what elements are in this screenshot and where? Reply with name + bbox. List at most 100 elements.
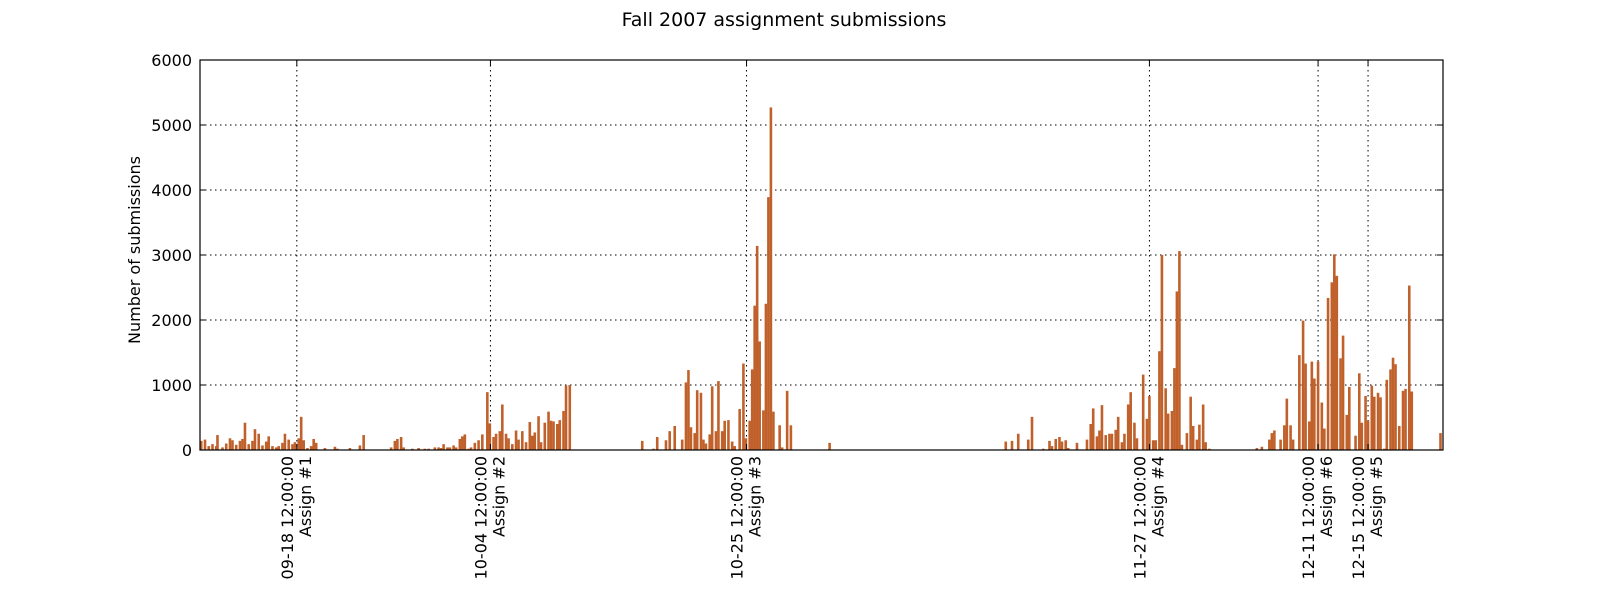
bar — [1333, 254, 1336, 450]
bar — [314, 442, 318, 450]
bar — [1180, 444, 1184, 450]
bar — [452, 445, 455, 450]
bar — [1141, 374, 1145, 450]
bar — [264, 441, 268, 450]
bar — [680, 439, 684, 450]
bar — [211, 444, 214, 450]
bar — [494, 433, 498, 450]
bar — [549, 420, 553, 450]
bar — [467, 448, 470, 450]
bar — [668, 431, 672, 450]
bar — [1298, 355, 1301, 450]
bar — [753, 305, 756, 450]
bar — [730, 441, 734, 450]
bar — [1016, 433, 1020, 450]
bar — [1048, 440, 1051, 450]
bar — [234, 444, 238, 450]
bar — [486, 392, 489, 450]
x-tick-date: 10-25 12:00:00 — [728, 456, 747, 579]
bar — [336, 448, 339, 450]
bar — [251, 440, 254, 450]
bar — [750, 369, 754, 450]
bar — [1060, 441, 1064, 450]
bar — [1110, 433, 1114, 450]
grid — [200, 60, 1443, 450]
bar — [1439, 433, 1442, 450]
bar — [543, 422, 547, 450]
x-tick-assignment: Assign #1 — [296, 456, 315, 537]
bar — [231, 440, 234, 450]
bar — [555, 424, 559, 450]
bar — [348, 448, 352, 450]
bar — [492, 437, 495, 450]
bar — [433, 447, 437, 450]
bar — [396, 438, 399, 450]
bar — [299, 416, 303, 450]
bar — [291, 444, 294, 450]
bar — [1326, 297, 1330, 450]
bar — [693, 433, 697, 450]
plot-area-frame — [199, 59, 1444, 451]
bar — [764, 303, 768, 450]
bar — [261, 445, 264, 450]
bar — [1089, 424, 1093, 450]
bar — [708, 434, 711, 450]
bar — [778, 425, 781, 450]
bar — [1354, 435, 1357, 450]
bar — [1173, 368, 1176, 450]
bar — [1010, 440, 1014, 450]
bar — [417, 448, 420, 450]
bar — [1135, 438, 1139, 450]
bar — [1358, 373, 1361, 450]
bar — [733, 446, 736, 450]
bar — [389, 447, 393, 450]
bar — [748, 420, 751, 450]
bar — [1407, 285, 1411, 450]
bar — [224, 443, 228, 450]
bar — [306, 448, 309, 450]
bar — [228, 438, 232, 450]
bar — [402, 447, 405, 450]
bar — [481, 434, 484, 450]
bar — [427, 448, 430, 450]
bar — [504, 433, 508, 450]
bar — [537, 416, 540, 450]
bar — [1308, 421, 1311, 450]
bar — [655, 437, 659, 450]
bar — [501, 404, 504, 450]
bar — [297, 438, 300, 450]
bar — [687, 370, 690, 450]
bar — [1004, 441, 1008, 450]
bar — [511, 444, 514, 450]
bar — [695, 390, 699, 450]
bar — [1391, 357, 1395, 450]
bar — [1195, 439, 1199, 450]
bar — [1255, 448, 1259, 450]
bar — [1175, 291, 1179, 450]
bar — [524, 442, 528, 450]
bar — [1401, 390, 1405, 450]
x-tick-date: 09-18 12:00:00 — [278, 456, 297, 579]
x-tick-date: 10-04 12:00:00 — [471, 456, 490, 579]
bar — [323, 448, 327, 450]
bar — [1301, 320, 1305, 450]
bar — [1310, 361, 1314, 450]
y-tick-label: 5000 — [151, 116, 192, 135]
bar — [702, 439, 705, 450]
bar — [1098, 430, 1101, 450]
bar — [564, 385, 568, 450]
bar — [423, 448, 427, 450]
bar — [1335, 275, 1339, 450]
bar — [1370, 385, 1374, 450]
bar — [238, 440, 242, 450]
bar — [1126, 404, 1130, 450]
bar — [1198, 424, 1201, 450]
bar — [1164, 388, 1167, 450]
bar — [1133, 422, 1136, 450]
y-tick-label: 0 — [182, 441, 192, 460]
bar — [689, 427, 693, 450]
bar — [1170, 411, 1174, 450]
x-tick-label: 12-11 12:00:00 Assign #6 — [1299, 456, 1336, 579]
bar — [738, 409, 741, 450]
